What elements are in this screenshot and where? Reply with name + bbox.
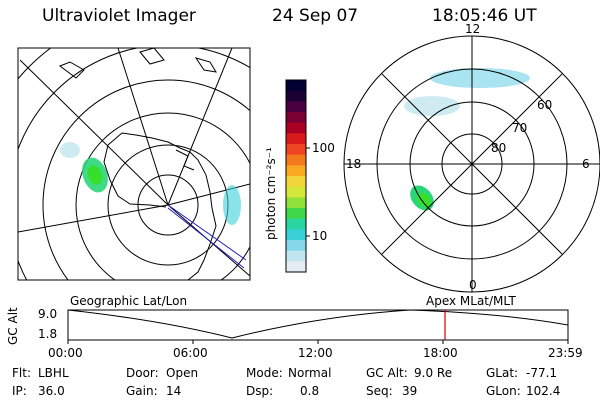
filter-value: LBHL <box>38 366 69 380</box>
colorbar-band <box>286 80 306 92</box>
ip-value: 36.0 <box>38 384 65 398</box>
mlt-label-18: 18 <box>346 157 362 171</box>
x-tick-0600: 06:00 <box>173 346 208 360</box>
colorbar-band <box>286 90 306 102</box>
x-tick-1200: 12:00 <box>298 346 333 360</box>
mlt-label-12: 12 <box>465 22 481 36</box>
time-label: 18:05:46 UT <box>432 6 537 26</box>
gc-alt-axis-label: GC Alt <box>6 307 20 345</box>
colorbar-band <box>286 101 306 113</box>
mlt-label-0: 0 <box>469 278 477 292</box>
gc-alt-value: 9.0 Re <box>414 366 453 380</box>
colorbar-band <box>286 186 306 198</box>
date-label: 24 Sep 07 <box>272 6 359 26</box>
colorbar-band <box>286 133 306 145</box>
mode-value: Normal <box>288 366 332 380</box>
colorbar-band <box>286 176 306 188</box>
colorbar-unit-label: photon cm⁻²s⁻¹ <box>264 147 278 240</box>
ip-label: IP: <box>12 384 27 398</box>
colorbar-band <box>286 122 306 134</box>
colorbar-band <box>286 144 306 156</box>
door-label: Door: <box>126 366 159 380</box>
mlat-label-60: 60 <box>537 98 553 112</box>
mode-label: Mode: <box>246 366 283 380</box>
filter-label: Flt: <box>12 366 31 380</box>
mlat-label-80: 80 <box>491 141 507 155</box>
colorbar-band <box>286 240 306 252</box>
colorbar-band <box>286 218 306 230</box>
gain-value: 14 <box>166 384 182 398</box>
mlat-label-70: 70 <box>512 121 528 135</box>
colorbar-band <box>286 112 306 124</box>
seq-value: 39 <box>402 384 418 398</box>
glat-label: GLat: <box>486 366 519 380</box>
colorbar-tick-10: 10 <box>312 229 328 243</box>
colorbar-band <box>286 197 306 209</box>
dsp-label: Dsp: <box>246 384 274 398</box>
mlat-mlt-map <box>343 35 600 293</box>
colorbar-band <box>286 165 306 177</box>
y-tick-9: 9.0 <box>38 307 58 321</box>
mlt-label-6: 6 <box>582 157 590 171</box>
geographic-map <box>17 47 251 281</box>
geographic-caption: Geographic Lat/Lon <box>70 294 188 308</box>
x-tick-1800: 18:00 <box>423 346 458 360</box>
colorbar-band <box>286 229 306 241</box>
glon-value: 102.4 <box>526 384 561 398</box>
door-value: Open <box>166 366 199 380</box>
glat-value: -77.1 <box>526 366 558 380</box>
colorbar-band <box>286 261 306 273</box>
instrument-title: Ultraviolet Imager <box>42 6 196 26</box>
glon-label: GLon: <box>486 384 521 398</box>
altitude-plot <box>67 309 569 344</box>
colorbar-band <box>286 154 306 166</box>
apex-caption: Apex MLat/MLT <box>426 294 516 308</box>
x-tick-0000: 00:00 <box>48 346 83 360</box>
y-tick-1-8: 1.8 <box>38 327 58 341</box>
gc-alt-label: GC Alt: <box>366 366 408 380</box>
gain-label: Gain: <box>126 384 158 398</box>
colorbar-tick-100: 100 <box>312 141 335 155</box>
dsp-value: 0.8 <box>300 384 320 398</box>
colorbar <box>285 79 310 273</box>
colorbar-band <box>286 250 306 262</box>
x-tick-2359: 23:59 <box>548 346 583 360</box>
colorbar-band <box>286 208 306 220</box>
seq-label: Seq: <box>366 384 393 398</box>
